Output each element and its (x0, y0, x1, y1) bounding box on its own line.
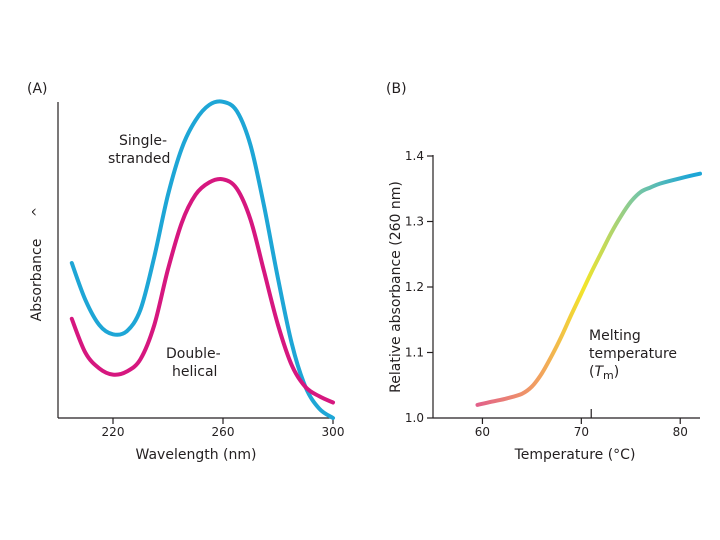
melting-temperature-label-line1: Melting (589, 328, 641, 344)
panel-a-x-tick-label-260: 260 (212, 425, 235, 439)
panel-a-series-group (69, 99, 335, 420)
double-helical-label: Double- helical (166, 346, 225, 380)
series-line-double-helical (69, 176, 335, 405)
panel-b-y-tick-label-1-2: 1.2 (405, 280, 424, 294)
panel-b-y-axis-title: Relative absorbance (260 nm) (388, 181, 404, 393)
tm-label: (Tm) (589, 364, 619, 382)
panel-b-x-tick-label-60: 60 (475, 425, 490, 439)
panel-a-x-axis-title: Wavelength (nm) (136, 447, 257, 463)
panel-b-series-group (475, 171, 702, 407)
tm-symbol: T (594, 364, 604, 380)
single-stranded-label-line1: Single- (119, 133, 167, 149)
panel-b-x-axis-title: Temperature (°C) (514, 447, 636, 463)
panel-b-y-tick-label-1: 1.0 (405, 411, 424, 425)
series-line-single-stranded (69, 99, 335, 420)
panel-a-x-ticks: 220 260 300 (102, 418, 345, 439)
single-stranded-label: Single- stranded (108, 133, 172, 167)
double-helical-label-line1: Double- (166, 346, 221, 362)
panel-a-y-axis-title: Absorbance (29, 239, 45, 322)
panel-a-x-tick-label-300: 300 (322, 425, 345, 439)
panel-b-y-tick-label-1-4: 1.4 (405, 149, 424, 163)
panel-b-y-tick-label-1-3: 1.3 (405, 215, 424, 229)
melting-temperature-label: Melting temperature (589, 328, 677, 362)
panel-b-x-tick-label-70: 70 (574, 425, 589, 439)
panel-b-x-ticks: 60 70 80 (475, 409, 688, 439)
panel-b-chart: (B) 1.0 1.1 1.2 1.3 1.4 60 70 80 Temperature (… (386, 81, 702, 463)
panel-a-label: (A) (27, 81, 48, 97)
panel-b-y-ticks: 1.0 1.1 1.2 1.3 1.4 (405, 149, 433, 425)
panel-b-label: (B) (386, 81, 407, 97)
single-stranded-label-line2: stranded (108, 151, 170, 167)
panel-a-chart: (A) 220 260 300 Wavelength (nm) Absorbance… (27, 81, 344, 463)
double-helical-label-line2: helical (172, 364, 217, 380)
panel-b-y-tick-label-1-1: 1.1 (405, 346, 424, 360)
panel-a-y-axis-marker: ^ (30, 207, 44, 217)
melting-temperature-label-line2: temperature (589, 346, 677, 362)
panel-a-x-tick-label-220: 220 (102, 425, 125, 439)
panel-b-x-tick-label-80: 80 (673, 425, 688, 439)
series-line-melting-curve (475, 171, 702, 407)
tm-subscript: m (603, 369, 614, 382)
